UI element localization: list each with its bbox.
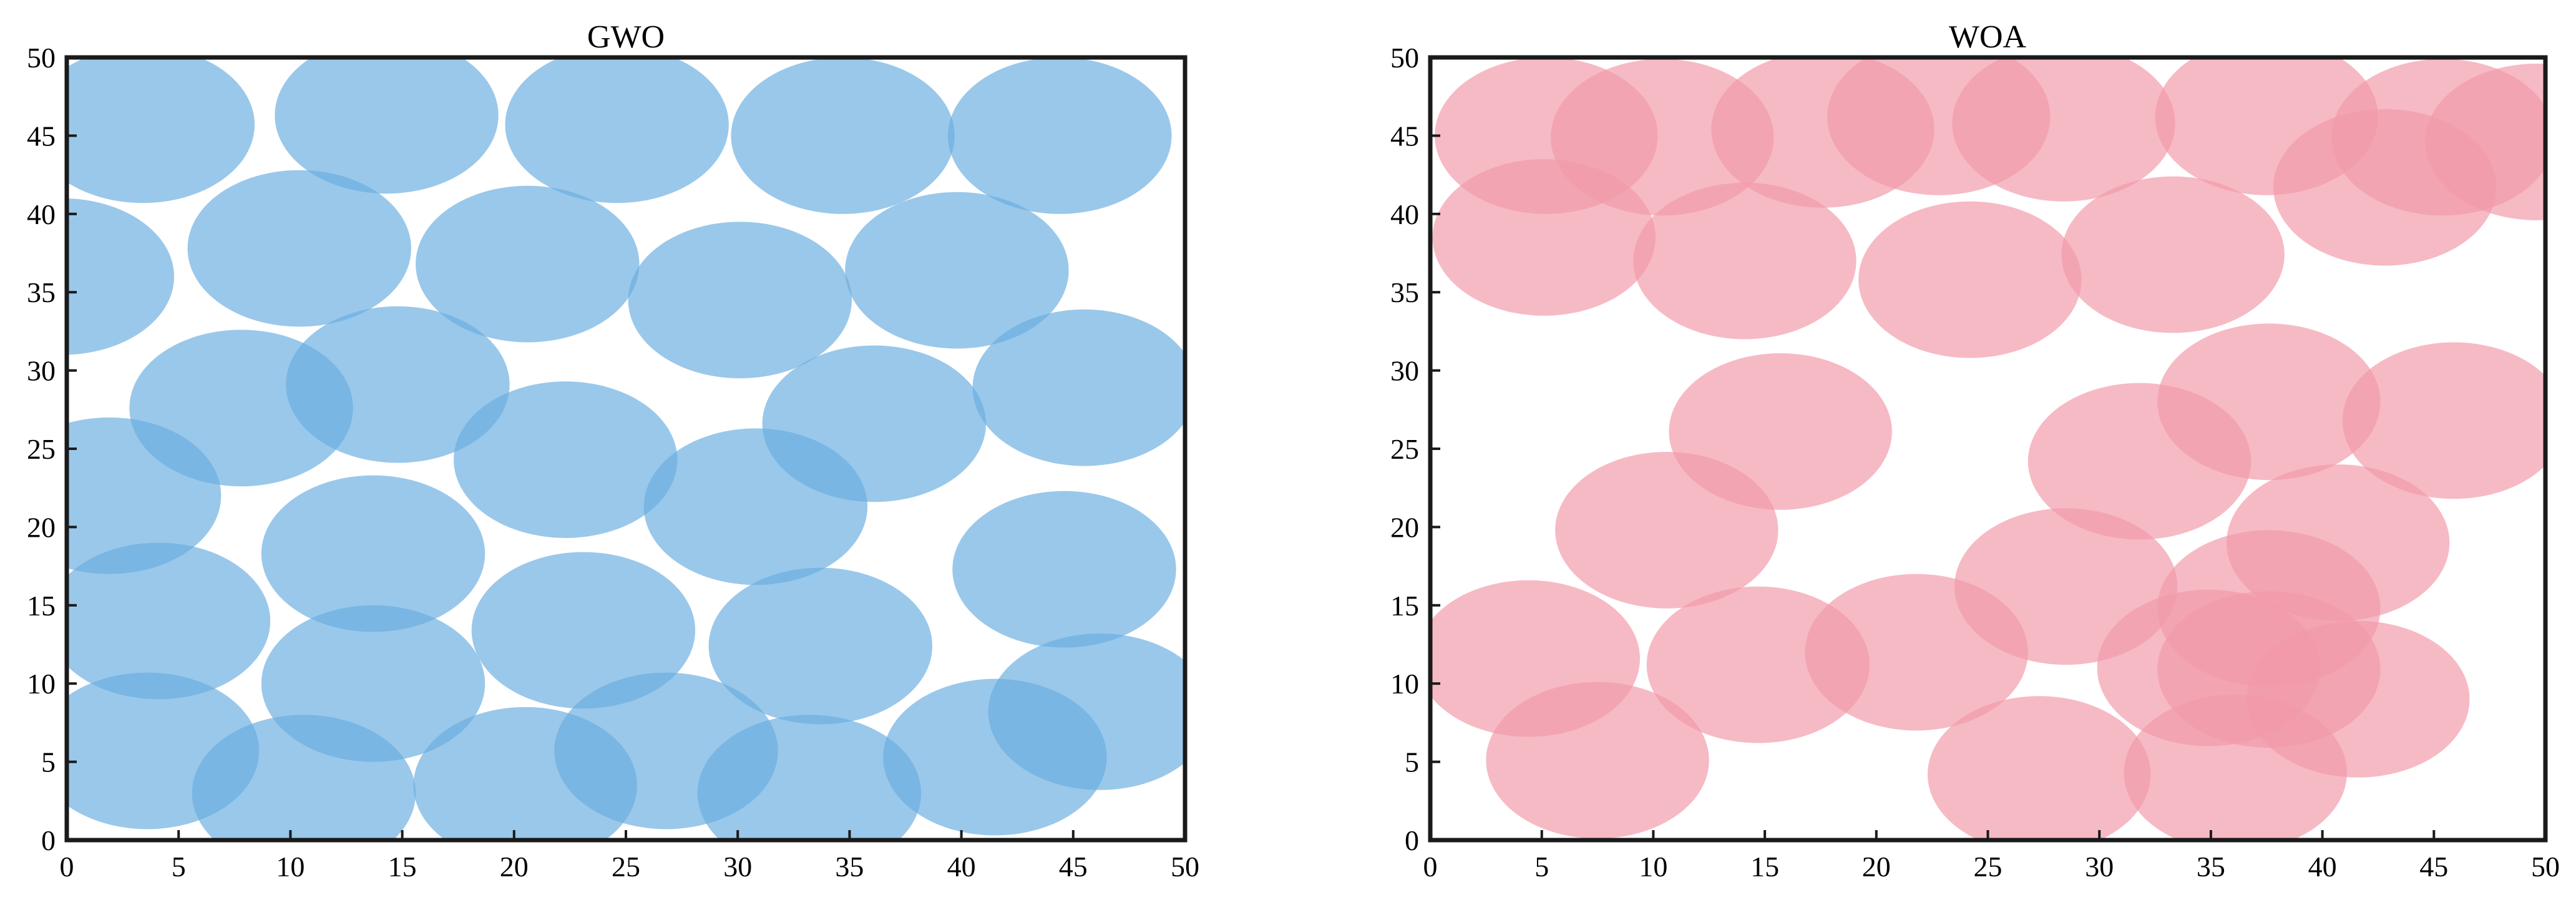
gwo-y-tick-label-5: 25 — [27, 433, 56, 465]
gwo-circle-13 — [454, 381, 678, 538]
gwo-axis-ticks: 0 5 10 15 20 25 30 35 40 45 50 0 5 10 15 20 25 30 35 40 45 50 — [27, 42, 1199, 883]
woa-x-tick-label-4: 20 — [1862, 851, 1891, 883]
woa-y-tick-label-9: 45 — [1390, 120, 1419, 152]
woa-x-tick-label-8: 40 — [2308, 851, 2337, 883]
woa-circle-29 — [1928, 696, 2151, 840]
woa-circle-13 — [2273, 109, 2497, 266]
gwo-y-tick-label-8: 40 — [27, 198, 56, 230]
woa-circle-11 — [1858, 201, 2082, 358]
gwo-x-tick-label-1: 5 — [172, 851, 186, 883]
gwo-circle-4 — [731, 57, 955, 214]
woa-y-tick-label-6: 30 — [1390, 355, 1419, 387]
gwo-circle-9 — [628, 222, 852, 379]
woa-plot-frame — [1428, 55, 2548, 843]
gwo-circle-6 — [67, 198, 174, 355]
gwo-y-tick-label-7: 35 — [27, 276, 56, 308]
gwo-x-tick-label-2: 10 — [276, 851, 305, 883]
gwo-circle-3 — [505, 57, 729, 203]
woa-y-tick-label-2: 10 — [1390, 668, 1419, 700]
woa-y-tick-label-8: 40 — [1390, 198, 1419, 230]
gwo-x-tick-label-10: 50 — [1171, 851, 1199, 883]
woa-y-tick-label-1: 5 — [1405, 746, 1419, 778]
woa-circle-30 — [2124, 694, 2347, 840]
woa-y-tick-label-3: 15 — [1390, 590, 1419, 622]
gwo-circle-15 — [972, 309, 1185, 466]
gwo-x-tick-label-9: 45 — [1059, 851, 1088, 883]
gwo-circle-21 — [471, 552, 696, 709]
woa-x-tick-label-10: 50 — [2531, 851, 2560, 883]
woa-x-tick-label-0: 0 — [1423, 851, 1438, 883]
woa-circle-group — [1430, 57, 2545, 840]
gwo-circle-5 — [948, 57, 1172, 214]
woa-x-tick-label-6: 30 — [2085, 851, 2114, 883]
woa-circle-24 — [1805, 574, 2028, 731]
woa-x-tick-label-9: 45 — [2419, 851, 2448, 883]
gwo-circle-16 — [67, 417, 222, 574]
woa-circle-15 — [2342, 342, 2545, 499]
gwo-y-tick-label-6: 30 — [27, 355, 56, 387]
gwo-panel: GWO 0 5 10 15 20 25 30 35 40 45 50 0 5 10 15 20 25 30 35 40… — [27, 19, 1199, 883]
gwo-x-tick-label-0: 0 — [60, 851, 74, 883]
gwo-y-tick-label-3: 15 — [27, 590, 56, 622]
gwo-circle-26 — [192, 715, 416, 840]
woa-circle-10 — [1633, 182, 1856, 340]
woa-y-tick-label-4: 20 — [1390, 511, 1419, 543]
gwo-circle-2 — [275, 57, 499, 194]
gwo-circle-1 — [67, 57, 255, 203]
woa-circle-12 — [2061, 176, 2285, 333]
gwo-y-tick-label-1: 5 — [41, 746, 56, 778]
gwo-circle-19 — [952, 491, 1176, 648]
woa-axis-ticks: 0 5 10 15 20 25 30 35 40 45 50 0 5 10 15 20 25 30 35 40 45 50 — [1390, 42, 2560, 883]
woa-circle-28 — [1486, 682, 1709, 839]
woa-circle-9 — [1432, 159, 1656, 316]
gwo-circle-17 — [643, 428, 868, 585]
gwo-x-tick-label-3: 15 — [388, 851, 417, 883]
woa-circle-17 — [2027, 383, 2252, 540]
gwo-x-tick-label-5: 25 — [612, 851, 640, 883]
gwo-y-tick-label-0: 0 — [41, 824, 56, 856]
gwo-x-tick-label-7: 35 — [835, 851, 864, 883]
gwo-y-tick-label-9: 45 — [27, 120, 56, 152]
gwo-x-tick-label-4: 20 — [500, 851, 529, 883]
woa-y-tick-label-7: 35 — [1390, 276, 1419, 308]
gwo-circle-8 — [416, 185, 640, 343]
gwo-circle-group — [67, 57, 1185, 840]
woa-x-tick-label-5: 25 — [1974, 851, 2003, 883]
woa-x-tick-label-7: 35 — [2197, 851, 2225, 883]
gwo-title: GWO — [587, 19, 665, 55]
gwo-y-tick-label-4: 20 — [27, 511, 56, 543]
woa-y-tick-label-10: 50 — [1390, 42, 1419, 74]
woa-panel: WOA 0 5 10 15 20 25 30 35 40 45 50 0 5 10 15 20 25 30 35 40… — [1390, 19, 2560, 883]
gwo-x-tick-label-6: 30 — [723, 851, 752, 883]
woa-x-tick-label-2: 10 — [1639, 851, 1667, 883]
gwo-circle-12 — [286, 306, 510, 463]
gwo-circle-7 — [187, 170, 411, 327]
gwo-circle-20 — [67, 542, 271, 700]
woa-y-tick-label-0: 0 — [1405, 824, 1419, 856]
gwo-circle-29 — [697, 715, 922, 840]
woa-x-tick-label-1: 5 — [1534, 851, 1549, 883]
gwo-y-tick-label-10: 50 — [27, 42, 56, 74]
woa-circle-5 — [1952, 57, 2175, 202]
gwo-circle-22 — [708, 567, 933, 725]
gwo-x-tick-label-8: 40 — [947, 851, 976, 883]
gwo-circle-10 — [845, 192, 1069, 349]
gwo-y-tick-label-2: 10 — [27, 668, 56, 700]
woa-y-tick-label-5: 25 — [1390, 433, 1419, 465]
gwo-circle-30 — [883, 678, 1107, 836]
woa-x-tick-label-3: 15 — [1750, 851, 1779, 883]
woa-title: WOA — [1949, 19, 2027, 55]
gwo-plot-frame — [64, 55, 1188, 843]
woa-circle-18 — [1555, 452, 1778, 609]
gwo-circle-18 — [261, 475, 485, 632]
